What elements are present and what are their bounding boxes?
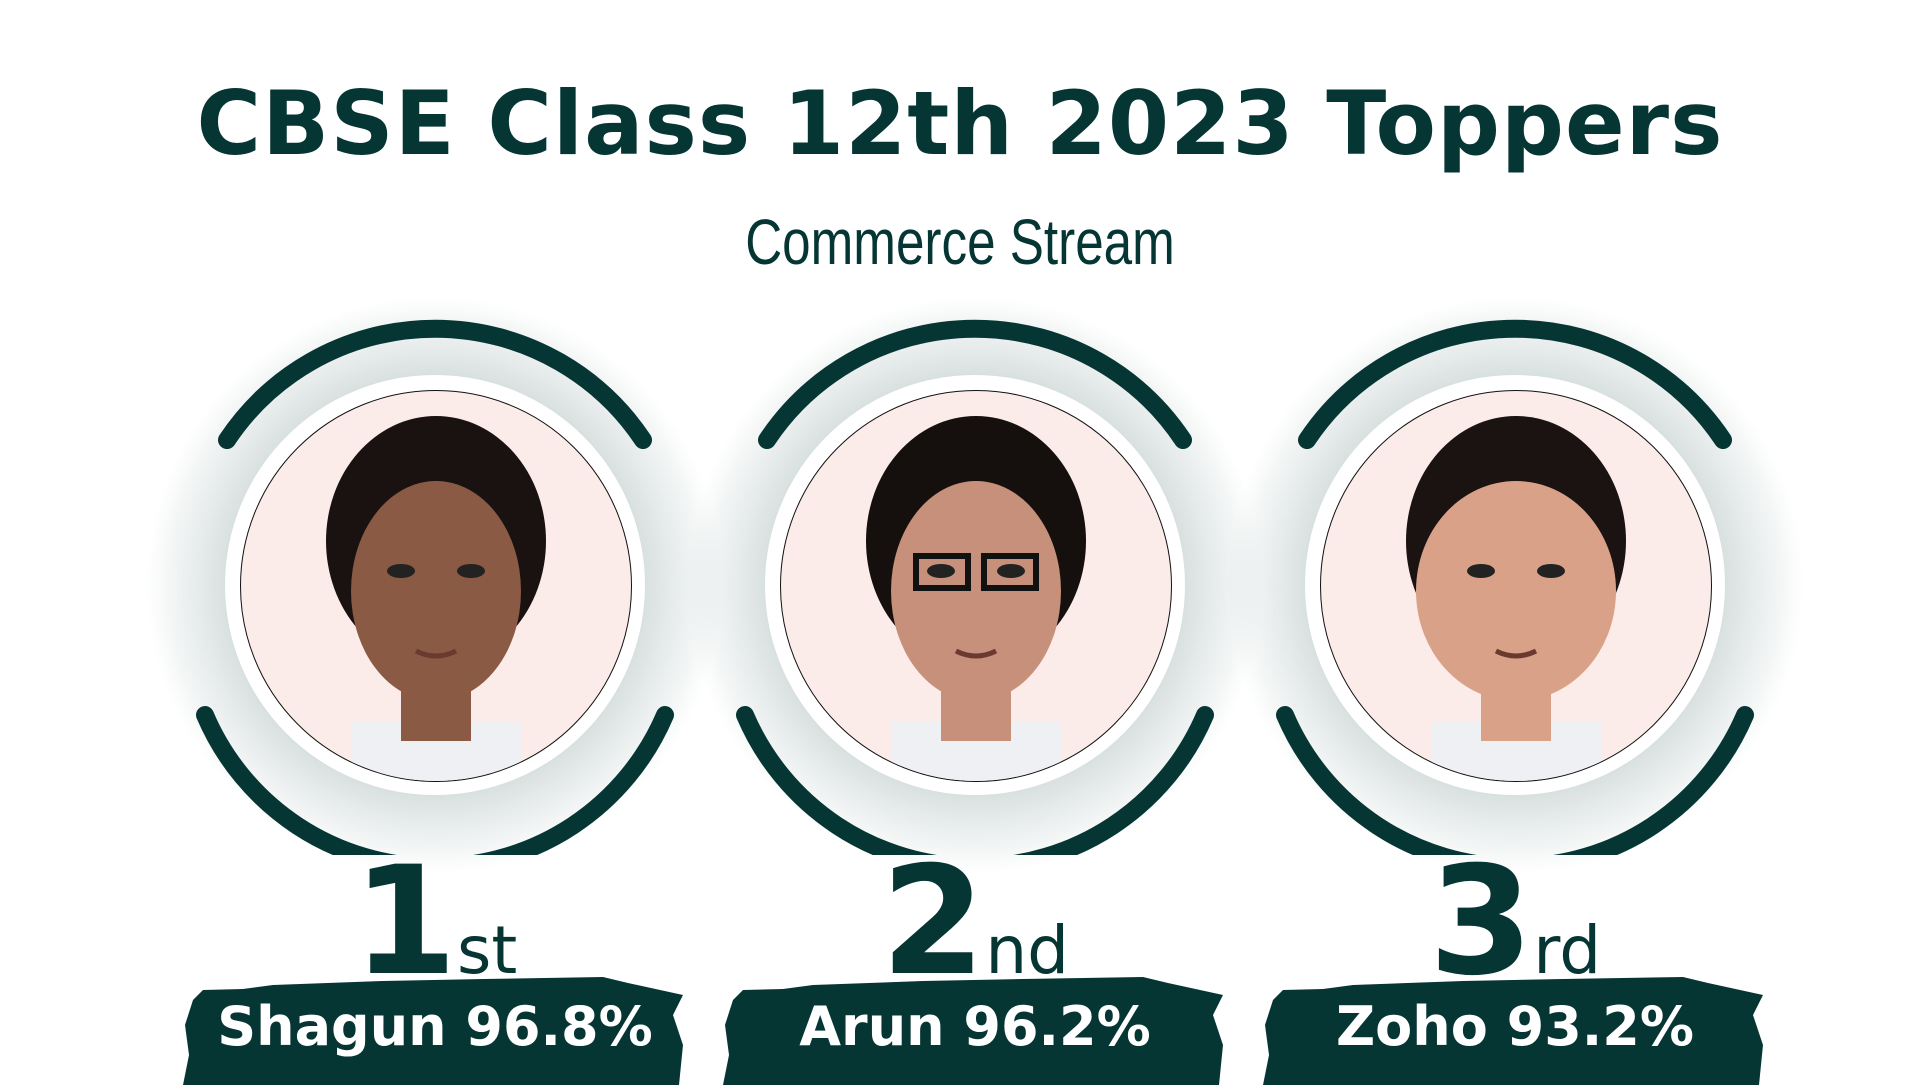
ring-arcs bbox=[736, 319, 1214, 855]
name-score: Zoho 93.2% bbox=[1336, 995, 1694, 1058]
topper-card: 2nd Arun 96.2% bbox=[675, 0, 1275, 1085]
rank-suffix: rd bbox=[1533, 912, 1602, 989]
name-score: Shagun 96.8% bbox=[217, 995, 653, 1058]
rank-suffix: st bbox=[457, 912, 518, 989]
brush-stroke-background bbox=[723, 977, 1223, 1085]
name-score: Arun 96.2% bbox=[799, 995, 1151, 1058]
name-score-banner: Zoho 93.2% bbox=[1263, 975, 1767, 1085]
rank-number: 2 bbox=[880, 835, 985, 1009]
topper-card: 3rd Zoho 93.2% bbox=[1215, 0, 1815, 1085]
name-score-banner: Shagun 96.8% bbox=[183, 975, 687, 1085]
name-score-banner: Arun 96.2% bbox=[723, 975, 1227, 1085]
topper-photo bbox=[240, 390, 632, 782]
page-title: CBSE Class 12th 2023 Toppers bbox=[196, 72, 1724, 175]
ring-arcs bbox=[1276, 319, 1754, 855]
rank-label: 2nd bbox=[705, 835, 1245, 1009]
topper-photo bbox=[1320, 390, 1712, 782]
rank-suffix: nd bbox=[985, 912, 1070, 989]
ring-arcs bbox=[196, 319, 674, 855]
page-subtitle: Commerce Stream bbox=[745, 206, 1175, 278]
topper-photo bbox=[780, 390, 1172, 782]
brush-stroke-background bbox=[183, 977, 683, 1085]
brush-stroke-background bbox=[1263, 977, 1763, 1085]
topper-card: 1st Shagun 96.8% bbox=[135, 0, 735, 1085]
